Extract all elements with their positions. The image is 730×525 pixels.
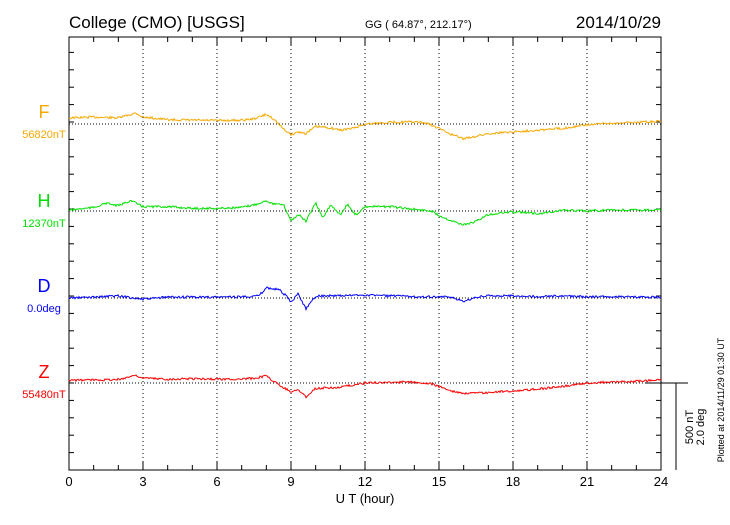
scale-nt: 500 nT [684, 410, 696, 445]
x-axis-label: U T (hour) [336, 491, 395, 506]
x-tick-label: 9 [287, 474, 294, 489]
baseline-value-h: 12370nT [22, 218, 66, 230]
station-title: College (CMO) [USGS] [69, 13, 245, 32]
x-tick-label: 18 [506, 474, 520, 489]
trace-z [68, 374, 662, 399]
plotted-timestamp: Plotted at 2014/11/29 01:30 UT [716, 337, 726, 462]
x-tick-label: 0 [65, 474, 72, 489]
baseline-value-d: 0.0deg [27, 303, 61, 315]
station-coords: GG ( 64.87°, 212.17°) [365, 19, 472, 31]
component-label-d: D [38, 276, 51, 296]
x-tick-label: 3 [139, 474, 146, 489]
x-tick-label: 21 [580, 474, 594, 489]
x-tick-label: 12 [358, 474, 372, 489]
x-tick-label: 15 [432, 474, 446, 489]
trace-h [68, 199, 662, 226]
baseline-value-z: 55480nT [22, 389, 66, 401]
trace-f [68, 112, 662, 141]
x-tick-label: 24 [654, 474, 668, 489]
component-label-f: F [39, 102, 50, 122]
plot-date: 2014/10/29 [576, 13, 661, 32]
scale-bar: 500 nT 2.0 deg [645, 382, 707, 470]
scale-deg: 2.0 deg [695, 409, 707, 446]
trace-d [68, 286, 661, 312]
component-label-h: H [38, 191, 51, 211]
component-label-z: Z [39, 362, 50, 382]
x-tick-label: 6 [213, 474, 220, 489]
baseline-value-f: 56820nT [22, 129, 66, 141]
